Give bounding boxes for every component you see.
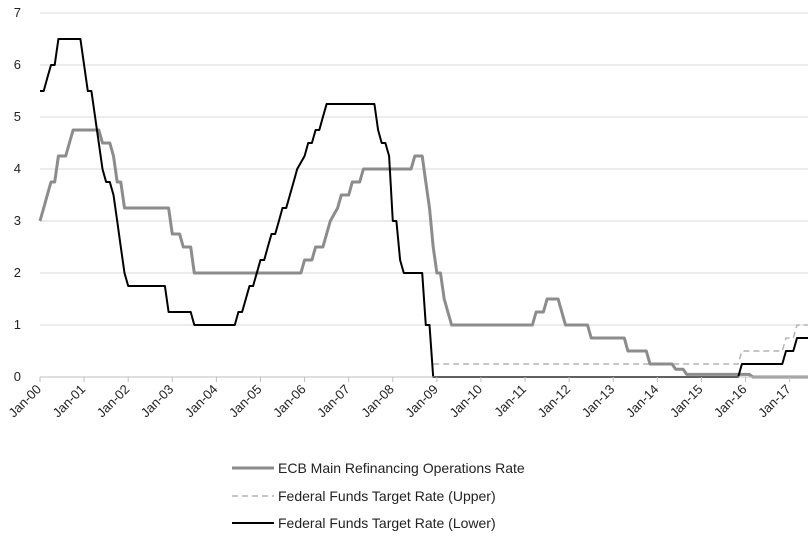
y-tick-label: 1 (14, 317, 21, 332)
y-tick-label: 2 (14, 265, 21, 280)
x-tick-label: Jan-17 (755, 382, 794, 421)
x-tick-label: Jan-00 (5, 382, 44, 421)
x-tick-label: Jan-16 (711, 382, 750, 421)
legend-label: Federal Funds Target Rate (Lower) (278, 515, 496, 531)
x-tick-label: Jan-10 (446, 382, 485, 421)
series-line-fed-lower (40, 38, 808, 378)
y-tick-label: 3 (14, 213, 21, 228)
x-tick-label: Jan-01 (50, 382, 89, 421)
y-tick-label: 7 (14, 5, 21, 20)
y-tick-label: 4 (14, 161, 21, 176)
series-line-fed-upper (433, 324, 808, 365)
y-tick-label: 6 (14, 57, 21, 72)
series-line-ecb-mro (38, 128, 808, 379)
x-tick-label: Jan-14 (623, 382, 662, 421)
x-tick-label: Jan-13 (579, 382, 618, 421)
x-tick-label: Jan-03 (138, 382, 177, 421)
x-tick-label: Jan-12 (535, 382, 574, 421)
x-tick-label: Jan-06 (270, 382, 309, 421)
x-tick-label: Jan-09 (402, 382, 441, 421)
x-tick-label: Jan-11 (491, 382, 529, 420)
x-tick-label: Jan-15 (667, 382, 706, 421)
gridlines (40, 12, 808, 326)
y-tick-label: 0 (14, 369, 21, 384)
x-axis-ticks: Jan-00 Jan-01 Jan-02 Jan-03 Jan-04 Jan-05 Jan-… (5, 377, 794, 421)
series-lines (38, 38, 808, 379)
legend-label: Federal Funds Target Rate (Upper) (278, 488, 496, 504)
legend: ECB Main Refinancing Operations Rate Fede… (232, 460, 525, 531)
y-axis-ticks: 0 1 2 3 4 5 6 7 (14, 5, 21, 384)
x-tick-label: Jan-08 (358, 382, 397, 421)
x-tick-label: Jan-05 (226, 382, 265, 421)
legend-label: ECB Main Refinancing Operations Rate (278, 460, 525, 476)
y-tick-label: 5 (14, 109, 21, 124)
x-tick-label: Jan-02 (94, 382, 133, 421)
x-tick-label: Jan-07 (314, 382, 353, 421)
x-tick-label: Jan-04 (182, 382, 221, 421)
